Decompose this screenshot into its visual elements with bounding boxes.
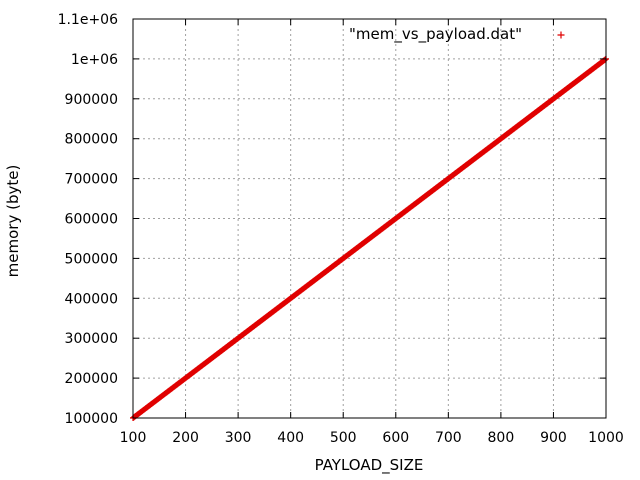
legend-plus-mark: [557, 31, 565, 39]
y-tick-label: 800000: [65, 132, 118, 148]
x-tick-label: 700: [435, 430, 462, 446]
y-tick-label: 500000: [65, 251, 118, 267]
x-tick-label: 800: [488, 430, 515, 446]
y-tick-label: 600000: [65, 212, 118, 228]
y-tick-label: 700000: [65, 172, 118, 188]
y-tick-label: 200000: [65, 371, 118, 387]
x-tick-label: 300: [225, 430, 252, 446]
x-tick-label: 1000: [588, 430, 624, 446]
axis-ticks: [132, 18, 607, 419]
y-tick-label: 100000: [65, 411, 118, 427]
legend-label: "mem_vs_payload.dat": [349, 25, 522, 44]
grid: [133, 19, 606, 418]
x-tick-label: 100: [120, 430, 147, 446]
y-tick-label: 1e+06: [71, 52, 118, 68]
x-tick-label: 200: [172, 430, 199, 446]
x-tick-label: 400: [277, 430, 304, 446]
tick-labels: 100 200 300 400 500 600 700 800 900 1000 100000 200…: [58, 12, 624, 446]
y-axis-label: memory (byte): [4, 165, 22, 278]
legend-marker-plus: [557, 31, 565, 39]
y-tick-label: 400000: [65, 291, 118, 307]
legend: "mem_vs_payload.dat": [349, 25, 565, 44]
x-tick-label: 500: [330, 430, 357, 446]
y-tick-label: 1.1e+06: [58, 12, 119, 28]
y-tick-label: 300000: [65, 331, 118, 347]
y-tick-label: 900000: [65, 92, 118, 108]
x-axis-label: PAYLOAD_SIZE: [315, 456, 424, 475]
series-points: [130, 55, 609, 421]
x-tick-label: 900: [540, 430, 567, 446]
x-tick-label: 600: [382, 430, 409, 446]
